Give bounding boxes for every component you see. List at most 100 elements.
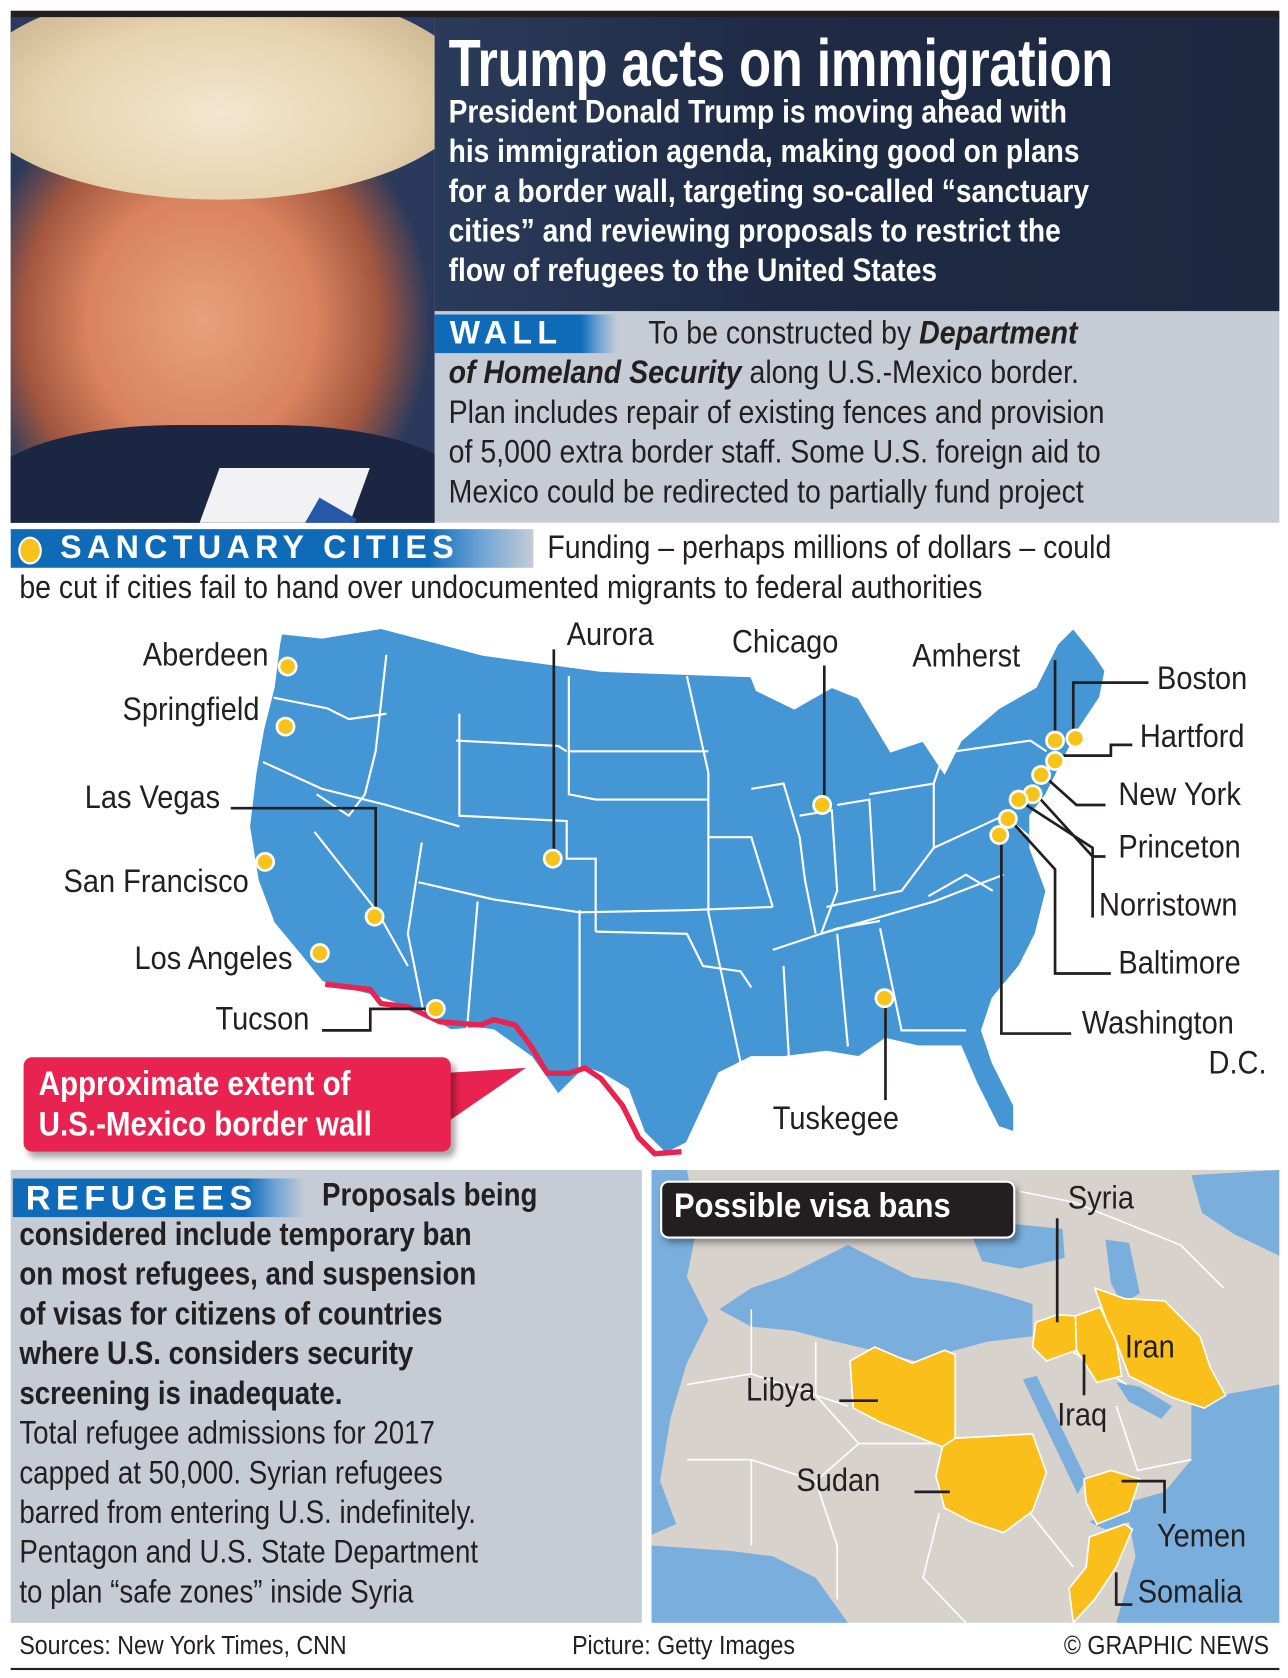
subtitle-line: flow of refugees to the United States [448, 253, 938, 289]
city-label: Tuskegee [772, 1101, 899, 1137]
refugees-text-line: on most refugees, and suspension [19, 1256, 477, 1293]
visa-bans-label-box [660, 1180, 1016, 1239]
picture-credit: Picture: Getty Images [572, 1631, 795, 1661]
sanctuary-section-label: SANCTUARY CITIES [10, 529, 534, 568]
country-label: Yemen [1157, 1518, 1247, 1555]
sources-credit: Sources: New York Times, CNN [19, 1631, 347, 1661]
refugees-text-line: of visas for citizens of countries [19, 1296, 443, 1332]
city-label: Amherst [912, 638, 1021, 675]
sanctuary-text-line: be cut if cities fail to hand over undoc… [19, 569, 983, 606]
visa-bans-title: Possible visa bans [674, 1185, 951, 1225]
wall-text-line: Plan includes repair of existing fences … [448, 394, 1105, 431]
city-dot-aberdeen [277, 656, 298, 677]
city-dot-san-francisco [255, 851, 276, 872]
refugees-text-line: Pentagon and U.S. State Department [19, 1534, 479, 1571]
city-label: Washington [1081, 1005, 1234, 1042]
country-yemen [1083, 1469, 1141, 1526]
border-wall-callout [23, 1057, 451, 1152]
subtitle-line: President Donald Trump is moving ahead w… [448, 94, 1068, 130]
refugees-text-line: barred from entering U.S. indefinitely. [19, 1495, 476, 1531]
city-label: Springfield [122, 692, 260, 728]
city-label: Princeton [1118, 829, 1241, 866]
north-sea-area [1191, 1169, 1280, 1256]
leader-yemen [1121, 1479, 1166, 1514]
city-label: Los Angeles [134, 941, 292, 977]
city-dot-tucson [425, 998, 446, 1019]
copyright: © GRAPHIC NEWS [1063, 1631, 1269, 1661]
city-dot-aurora [542, 848, 563, 869]
city-label: Las Vegas [84, 780, 221, 816]
city-dot-las-vegas [364, 906, 385, 927]
bottom-rule [10, 1667, 1280, 1671]
city-dot-tuskegee [874, 988, 895, 1009]
subtitle-line: his immigration agenda, making good on p… [448, 134, 1080, 170]
city-label: Aberdeen [142, 637, 269, 673]
wall-agency: of Homeland Security [448, 355, 742, 391]
city-label: Baltimore [1118, 945, 1241, 981]
callout-text: Approximate extent of [38, 1063, 351, 1103]
wall-text-line: To be constructed by Department [648, 316, 1077, 352]
refugees-text-line: screening is inadequate. [19, 1375, 343, 1412]
wall-text: To be constructed by [648, 315, 920, 351]
state-borders [262, 654, 1048, 1068]
leader-lines [230, 649, 1149, 1101]
city-dot-los-angeles [309, 943, 330, 964]
city-dot-norristown [1008, 789, 1029, 810]
refugees-section-label: REFUGEES [12, 1178, 305, 1218]
leader-somalia [1114, 1572, 1133, 1606]
seas [651, 1169, 1280, 1623]
indian-ocean [1089, 1384, 1280, 1623]
leader-hartford [1062, 743, 1133, 757]
country-iraq [1074, 1306, 1123, 1384]
portrait-photo [10, 17, 435, 523]
country-label: Sudan [796, 1462, 881, 1499]
refugees-text-line: considered include temporary ban [19, 1217, 472, 1253]
city-label: Chicago [731, 624, 839, 661]
mediterranean-sea [719, 1245, 1033, 1364]
city-dot-springfield [275, 716, 296, 737]
city-dot-icon [18, 536, 42, 565]
city-label: Tucson [215, 1001, 310, 1037]
leader-new-york [1045, 777, 1106, 807]
red-sea [1022, 1375, 1087, 1495]
city-dot-boston [1065, 728, 1086, 749]
wall-text-line: Mexico could be redirected to partially … [448, 474, 1084, 510]
city-dot-washington [989, 825, 1010, 845]
wall-text-line: of 5,000 extra border staff. Some U.S. f… [448, 434, 1101, 471]
gulf-of-guinea [651, 1545, 848, 1623]
wall-text: along U.S.-Mexico border. [741, 355, 1079, 391]
border-wall-line [324, 981, 682, 1157]
city-label: Norristown [1099, 887, 1238, 924]
city-label: Hartford [1139, 719, 1245, 755]
city-dot-hartford [1045, 751, 1065, 771]
city-label: New York [1118, 777, 1241, 813]
city-label: Aurora [566, 617, 654, 653]
city-dot-chicago [812, 795, 833, 815]
caspian-sea [1105, 1239, 1140, 1305]
callout-text: U.S.-Mexico border wall [38, 1104, 372, 1144]
city-dot-amherst [1045, 730, 1065, 751]
subtitle-line: for a border wall, targeting so-called “… [448, 173, 1089, 210]
refugees-text-line: where U.S. considers security [19, 1336, 414, 1372]
country-libya [849, 1346, 957, 1456]
leader-las-vegas [230, 806, 377, 913]
refugees-text-line: Total refugee admissions for 2017 [19, 1415, 435, 1452]
subtitle-line: cities” and reviewing proposals to restr… [448, 213, 1061, 250]
city-dot-baltimore [997, 808, 1018, 829]
country-label: Iran [1124, 1329, 1175, 1366]
city-label: D.C. [1208, 1045, 1267, 1081]
header-panel [434, 17, 1280, 312]
country-iran [1093, 1286, 1227, 1410]
country-label: Syria [1067, 1180, 1134, 1217]
page-title: Trump acts on immigration [448, 26, 1114, 101]
leader-norristown [1022, 801, 1094, 918]
top-rule [10, 10, 1280, 19]
refugees-text-line: Proposals being [321, 1177, 538, 1213]
city-label: San Francisco [63, 864, 250, 900]
country-somalia [1068, 1523, 1134, 1623]
city-label: Boston [1157, 661, 1248, 697]
leader-boston [1071, 681, 1149, 734]
wall-text-line: of Homeland Security along U.S.-Mexico b… [449, 355, 1079, 391]
